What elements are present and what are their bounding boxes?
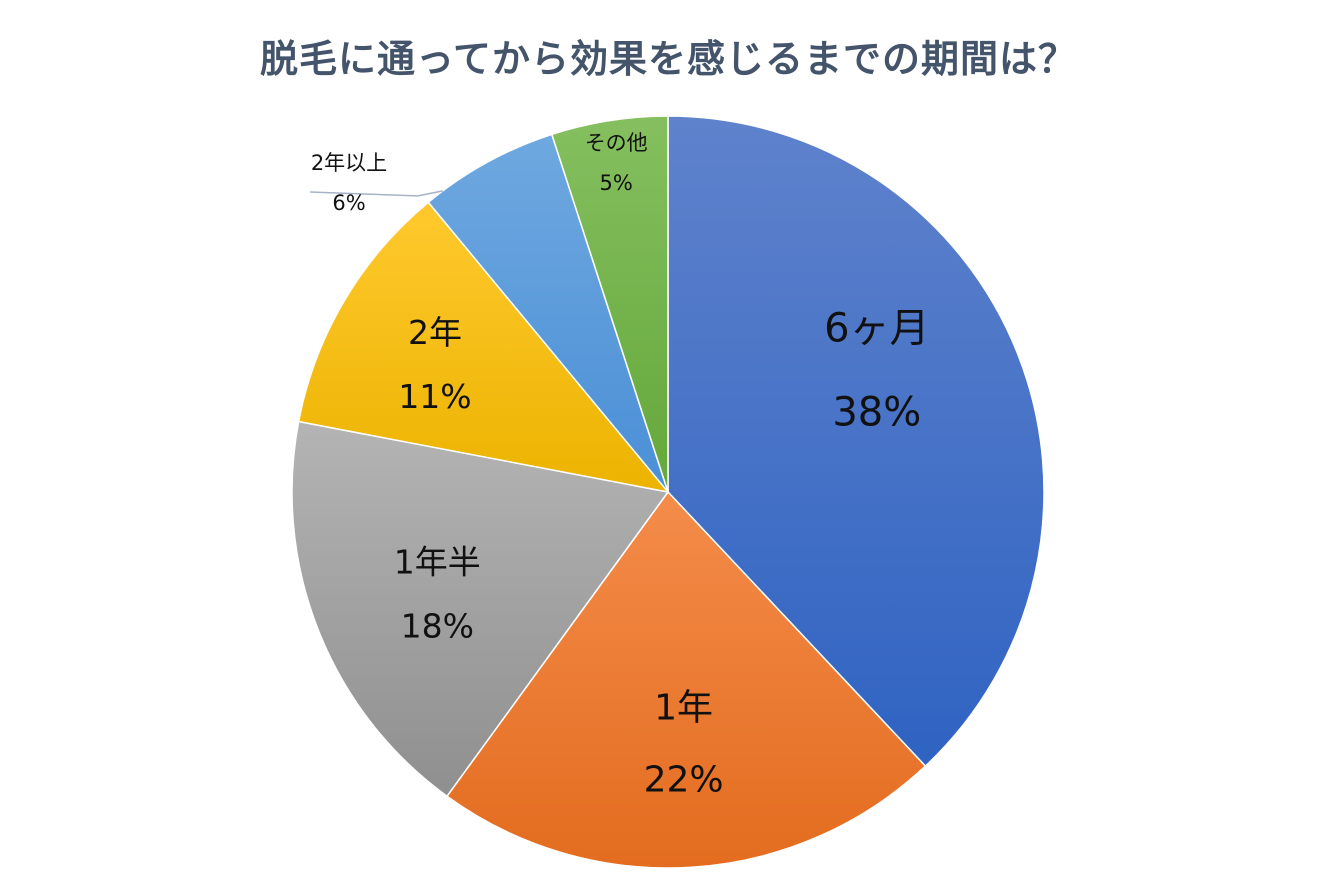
slice-category-label-5: その他 xyxy=(585,131,648,155)
pie-slices xyxy=(291,115,1045,869)
pie-slice-0 xyxy=(667,115,1045,768)
slice-category-label-1: 1年 xyxy=(654,688,713,729)
pie-slice-4 xyxy=(427,133,669,493)
pie-slice-3 xyxy=(297,201,670,494)
slice-value-label-3: 11% xyxy=(398,377,471,416)
slice-labels: 6ヶ月 38% 1年 22% 1年半 18% 2年 11% 2年以上 6% その他 5% xyxy=(311,131,930,801)
pie-slice-2 xyxy=(291,420,670,798)
chart-title: 脱毛に通ってから効果を感じるまでの期間は？ xyxy=(259,37,1078,81)
pie-slice-5 xyxy=(550,115,669,493)
slice-value-label-1: 22% xyxy=(644,760,724,801)
slice-category-label-3: 2年 xyxy=(408,313,462,352)
slice-category-label-2: 1年半 xyxy=(394,542,481,581)
slice-category-label-4: 2年以上 xyxy=(311,151,387,175)
leader-line-4 xyxy=(309,190,443,197)
slice-value-label-4: 6% xyxy=(332,191,365,215)
slice-category-label-0: 6ヶ月 xyxy=(824,306,929,352)
pie-slice-1 xyxy=(445,490,927,869)
slice-value-label-2: 18% xyxy=(401,606,474,645)
slice-value-label-5: 5% xyxy=(600,171,633,195)
leader-lines xyxy=(309,190,443,197)
slice-value-label-0: 38% xyxy=(832,390,921,436)
